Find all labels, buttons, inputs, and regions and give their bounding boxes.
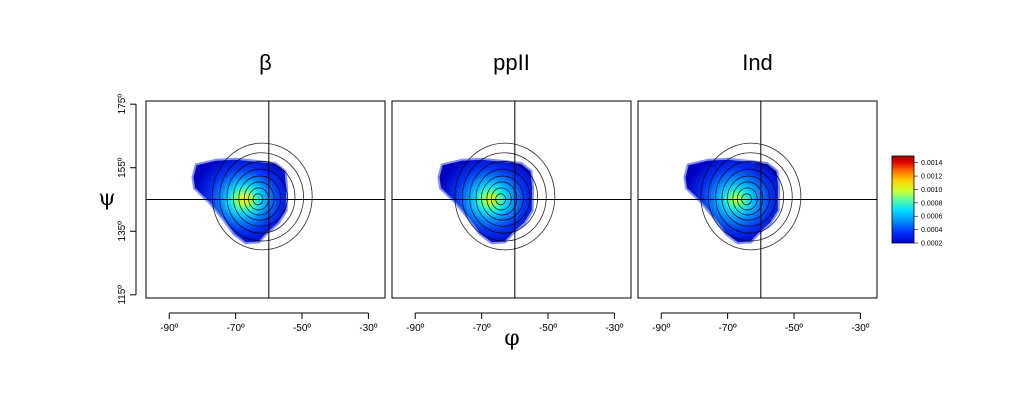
contour-line [721,168,777,227]
panel-2: ppII [391,50,632,299]
contour-line [732,181,764,216]
colorbar: 0.0002 0.0004 0.0006 0.0008 0.0010 0.0012 0.00… [891,155,943,248]
panel-frame [145,100,386,299]
x-tick-label: -30º [359,323,377,334]
contour-line [736,187,758,211]
contour-line [715,161,785,234]
contour-line [475,168,531,227]
y-tick-label: 155º [117,157,128,178]
x-tick-label: -50º [539,323,557,334]
colorbar-tick-label: 0.0014 [921,160,943,167]
contour-line [243,181,275,216]
panel-1: β [145,50,386,299]
x-axis-2: -90º -70º -50º -30º [406,312,624,334]
contour-line [232,168,288,227]
x-tick-label: -90º [652,323,670,334]
shared-axes: 115º 135º 155º 175º -90º -70º -50º -30º -90º -70… [98,94,869,351]
x-tick-label: -50º [785,323,803,334]
colorbar-tick-label: 0.0010 [921,187,943,194]
x-tick-label: -30º [605,323,623,334]
contour-line [700,142,802,251]
contour-line [481,175,524,221]
contour-line [238,175,282,221]
contour-line [707,152,793,242]
contour-line [461,152,547,242]
colorbar-scale [891,155,915,244]
panel-3: Ind [637,50,878,299]
panels: β ppII Ind [145,50,878,299]
y-tick-label: 115º [117,285,128,305]
panel-title: ppII [493,50,530,75]
panel-frame [391,100,632,299]
density-region [191,157,289,245]
panel-title: β [259,50,272,75]
panel-frame [637,100,878,299]
x-axis-1: -90º -70º -50º -30º [160,312,378,334]
colorbar-ticks: 0.0002 0.0004 0.0006 0.0008 0.0010 0.0012 0.00… [914,160,943,248]
density-region [683,157,781,245]
x-tick-label: -90º [160,323,178,334]
contour-line [211,142,313,251]
contour-line [226,161,296,234]
x-tick-label: -70º [227,323,245,334]
y-axis: 115º 135º 155º 175º [117,94,137,305]
x-tick-label: -90º [406,323,424,334]
x-tick-label: -30º [851,323,869,334]
colorbar-tick-label: 0.0008 [921,200,943,207]
contour-line [727,175,770,221]
contour-line [469,161,539,234]
y-tick-label: 135º [117,221,128,242]
colorbar-tick-label: 0.0012 [921,174,943,181]
y-axis-label: ψ [98,186,115,211]
colorbar-tick-label: 0.0004 [921,227,943,234]
x-tick-label: -70º [719,323,737,334]
x-tick-label: -50º [293,323,311,334]
contour-line [486,181,518,216]
panel-title: Ind [742,50,773,75]
density-region [437,157,535,245]
contour-line [219,152,304,242]
x-axis-label: φ [504,326,519,351]
y-tick-label: 175º [117,94,128,115]
x-axis-3: -90º -70º -50º -30º [652,312,870,334]
contour-line [454,142,556,251]
x-axes: -90º -70º -50º -30º -90º -70º -50º -30º -90º -70º… [160,312,870,334]
colorbar-tick-label: 0.0006 [921,214,943,221]
x-tick-label: -70º [473,323,491,334]
colorbar-tick-label: 0.0002 [921,241,943,248]
contour-line [490,187,512,211]
